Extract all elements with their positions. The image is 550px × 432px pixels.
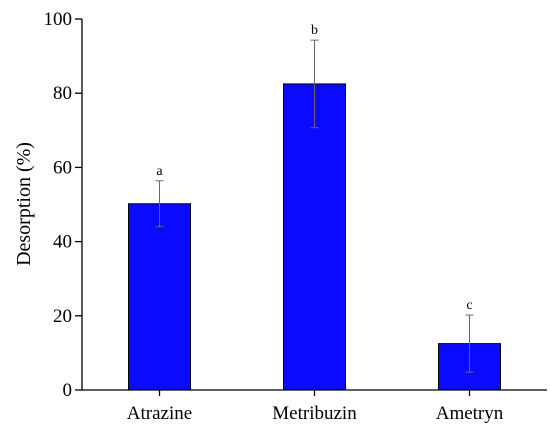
x-axis: Atrazine Metribuzin Ametryn: [82, 389, 547, 424]
y-tick-label: 20: [53, 306, 72, 327]
bar-metribuzin: [283, 83, 346, 391]
significance-label: c: [466, 298, 472, 313]
y-tick-label: 80: [53, 83, 72, 104]
y-tick-label: 40: [53, 232, 72, 253]
x-tick-label: Ametryn: [436, 403, 504, 424]
x-tick-label: Atrazine: [127, 403, 192, 424]
bar-atrazine: [128, 203, 191, 391]
y-tick-label: 100: [44, 9, 73, 30]
y-tick-label: 0: [63, 380, 73, 401]
y-axis-title: Desorption (%): [13, 142, 35, 266]
significance-label: b: [311, 23, 318, 38]
y-tick-label: 60: [53, 157, 72, 178]
x-tick-label: Metribuzin: [272, 403, 357, 424]
significance-label: a: [156, 164, 163, 179]
y-axis: 0 20 40 60 80 100: [44, 9, 83, 401]
bars: a b c: [128, 23, 501, 391]
